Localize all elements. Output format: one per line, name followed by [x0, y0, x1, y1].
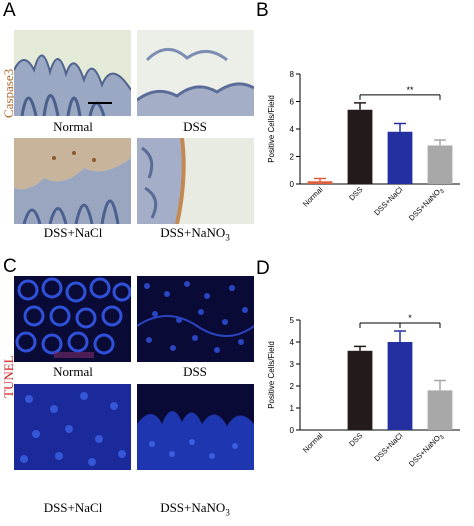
- y-tick-label: 0: [290, 180, 295, 189]
- micrograph-tunel-normal: [14, 276, 131, 362]
- bar-3: [427, 390, 453, 430]
- label-dss-a: DSS: [183, 119, 207, 134]
- label-nano3-a-sub: 3: [225, 232, 230, 243]
- y-axis-label: Positive Cells/Field: [267, 341, 276, 409]
- y-tick-label: 8: [290, 70, 295, 79]
- y-tick-label: 3: [290, 360, 295, 369]
- category-label: DSS: [347, 431, 364, 448]
- category-label: Normal: [301, 185, 325, 209]
- label-nano3-c-main: DSS+NaNO: [160, 500, 226, 515]
- label-nano3-a-main: DSS+NaNO: [160, 225, 226, 240]
- y-tick-label: 2: [290, 153, 295, 162]
- bar-2: [387, 131, 413, 184]
- bar-2: [387, 342, 413, 430]
- label-nano3-c-sub: 3: [225, 507, 230, 518]
- bar-1: [347, 109, 373, 184]
- y-axis-label: Positive Cells/Field: [267, 95, 276, 163]
- category-label: DSS: [347, 185, 364, 202]
- micrograph-tunel-nacl: [14, 384, 131, 470]
- label-normal-a: Normal: [53, 119, 93, 134]
- label-nano3-a: DSS+NaNO3: [135, 225, 255, 243]
- category-label: DSS+NaCl: [372, 431, 404, 463]
- micrograph-tunel-nano3: [137, 384, 254, 470]
- significance-label: *: [408, 313, 412, 323]
- label-nacl-c: DSS+NaCl: [43, 500, 103, 515]
- y-tick-label: 4: [290, 338, 295, 347]
- panel-letter-d: D: [256, 258, 270, 279]
- y-tick-label: 2: [290, 382, 295, 391]
- bar-1: [347, 350, 373, 430]
- bar-chart-tunel: Positive Cells/Field 0 1 2 3 4 5 Normal DSS DSS+N…: [267, 313, 460, 470]
- label-nano3-c: DSS+NaNO3: [135, 500, 255, 518]
- y-tick-label: 5: [290, 316, 295, 325]
- bar-0: [307, 181, 333, 184]
- micrograph-tunel-dss: [137, 276, 254, 362]
- label-nacl-a: DSS+NaCl: [43, 225, 103, 240]
- micrograph-caspase-dss: [137, 30, 254, 116]
- bar-3: [427, 145, 453, 184]
- category-label: Normal: [301, 431, 325, 455]
- micrograph-caspase-nacl: [14, 138, 131, 224]
- label-dss-c: DSS: [183, 364, 207, 379]
- y-tick-label: 4: [290, 125, 295, 134]
- category-label-subscript: 3: [439, 188, 446, 195]
- panel-letter-a: A: [3, 0, 16, 21]
- y-tick-label: 0: [290, 426, 295, 435]
- panel-letter-c: C: [3, 256, 17, 277]
- significance-label: **: [406, 85, 414, 95]
- label-normal-c: Normal: [53, 364, 93, 379]
- category-label-subscript: 3: [439, 434, 446, 441]
- category-label: DSS+NaCl: [372, 185, 404, 217]
- y-tick-label: 1: [290, 404, 295, 413]
- y-tick-label: 6: [290, 98, 295, 107]
- micrograph-caspase-nano3: [137, 138, 254, 224]
- bar-chart-caspase3: Positive Cells/Field 0 2 4 6 8 Normal DSS DSS+Na…: [267, 70, 460, 224]
- category-label: DSS+NaNO3: [407, 431, 446, 470]
- category-label: DSS+NaNO3: [407, 185, 446, 224]
- micrograph-caspase-normal: [14, 30, 131, 116]
- panel-letter-b: B: [256, 0, 269, 21]
